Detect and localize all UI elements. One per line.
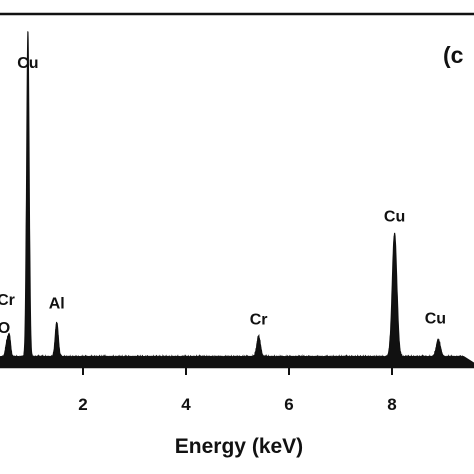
x-axis-ticks: 2 4 6 8 <box>78 367 397 414</box>
x-tick-label: 4 <box>181 395 191 414</box>
panel-label: (c <box>443 42 464 68</box>
peak-label-cu: Cu <box>17 55 38 72</box>
x-tick-label: 6 <box>284 395 293 414</box>
peak-annotations: Cu Cr O Al Cr Cu Cu <box>0 55 446 337</box>
x-axis-title: Energy (keV) <box>175 435 303 458</box>
x-tick-label: 8 <box>387 395 396 414</box>
peak-label-cu: Cu <box>384 208 405 225</box>
peak-label-cr: Cr <box>250 311 268 328</box>
peak-label-o: O <box>0 320 10 337</box>
x-tick-label: 2 <box>78 395 87 414</box>
peak-label-cu: Cu <box>425 311 446 328</box>
spectrum-series-line <box>0 31 474 368</box>
peak-label-cr: Cr <box>0 292 15 309</box>
peak-label-al: Al <box>49 296 65 313</box>
